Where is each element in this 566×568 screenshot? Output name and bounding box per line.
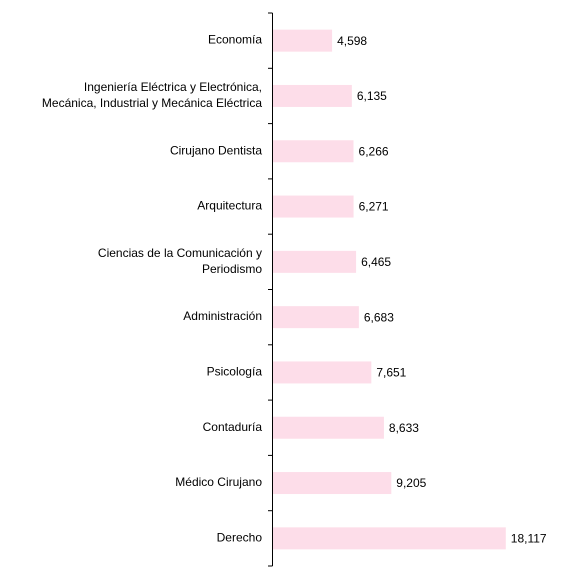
bar [273, 195, 354, 218]
value-label: 8,633 [389, 421, 419, 435]
category-label: Psicología [207, 365, 263, 379]
bar [273, 416, 384, 439]
bar [273, 306, 359, 329]
value-label: 6,271 [359, 200, 389, 214]
category-label: Derecho [217, 531, 263, 545]
bar [273, 527, 506, 550]
bar [273, 472, 392, 495]
bar [273, 250, 357, 273]
category-label: Ingeniería Eléctrica y Electrónica, Mecán… [42, 80, 262, 110]
bar [273, 29, 333, 52]
category-label: Arquitectura [197, 199, 262, 213]
bar [273, 361, 372, 384]
category-label: Cirujano Dentista [170, 143, 262, 157]
value-label: 4,598 [337, 34, 367, 48]
value-label: 7,651 [376, 366, 406, 380]
value-label: 6,465 [361, 255, 391, 269]
value-label: 6,266 [359, 144, 389, 158]
category-label: Médico Cirujano [175, 475, 262, 489]
category-label: Administración [183, 309, 262, 323]
value-label: 18,117 [511, 532, 547, 546]
bar [273, 140, 354, 163]
value-label: 9,205 [396, 476, 426, 490]
category-label: Economía [208, 33, 262, 47]
value-label: 6,683 [364, 310, 394, 324]
bar [273, 84, 352, 107]
category-label: Ciencias de la Comunicación y Periodismo [98, 246, 262, 276]
value-label: 6,135 [357, 89, 387, 103]
category-label: Contaduría [203, 420, 263, 434]
